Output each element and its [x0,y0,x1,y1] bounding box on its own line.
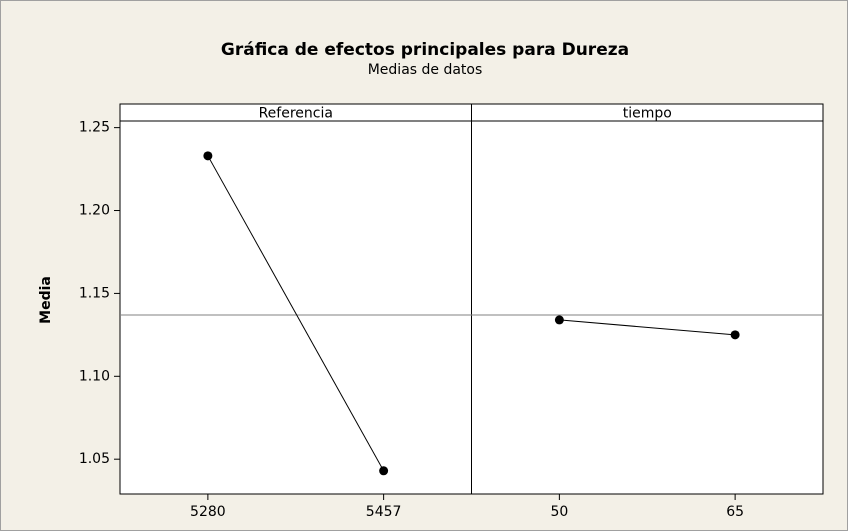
y-tick-label: 1.15 [79,285,110,301]
chart-subtitle: Medias de datos [368,62,483,78]
y-tick-label: 1.10 [79,368,110,384]
x-tick-label: 65 [726,504,744,520]
data-point [203,151,213,161]
x-tick-label: 5457 [366,504,402,520]
y-tick-label: 1.05 [79,451,110,467]
panel-label: tiempo [623,106,672,122]
y-axis-label: Media [38,276,54,324]
data-point [379,466,389,476]
y-tick-label: 1.20 [79,203,110,219]
x-tick-label: 50 [550,504,568,520]
chart-title: Gráfica de efectos principales para Dure… [221,40,629,60]
effect-line [207,155,385,472]
data-point [730,330,740,340]
panel-label: Referencia [259,106,333,122]
data-point [554,315,564,325]
effect-line [559,319,736,336]
y-tick-label: 1.25 [79,120,110,136]
x-tick-label: 5280 [190,504,226,520]
